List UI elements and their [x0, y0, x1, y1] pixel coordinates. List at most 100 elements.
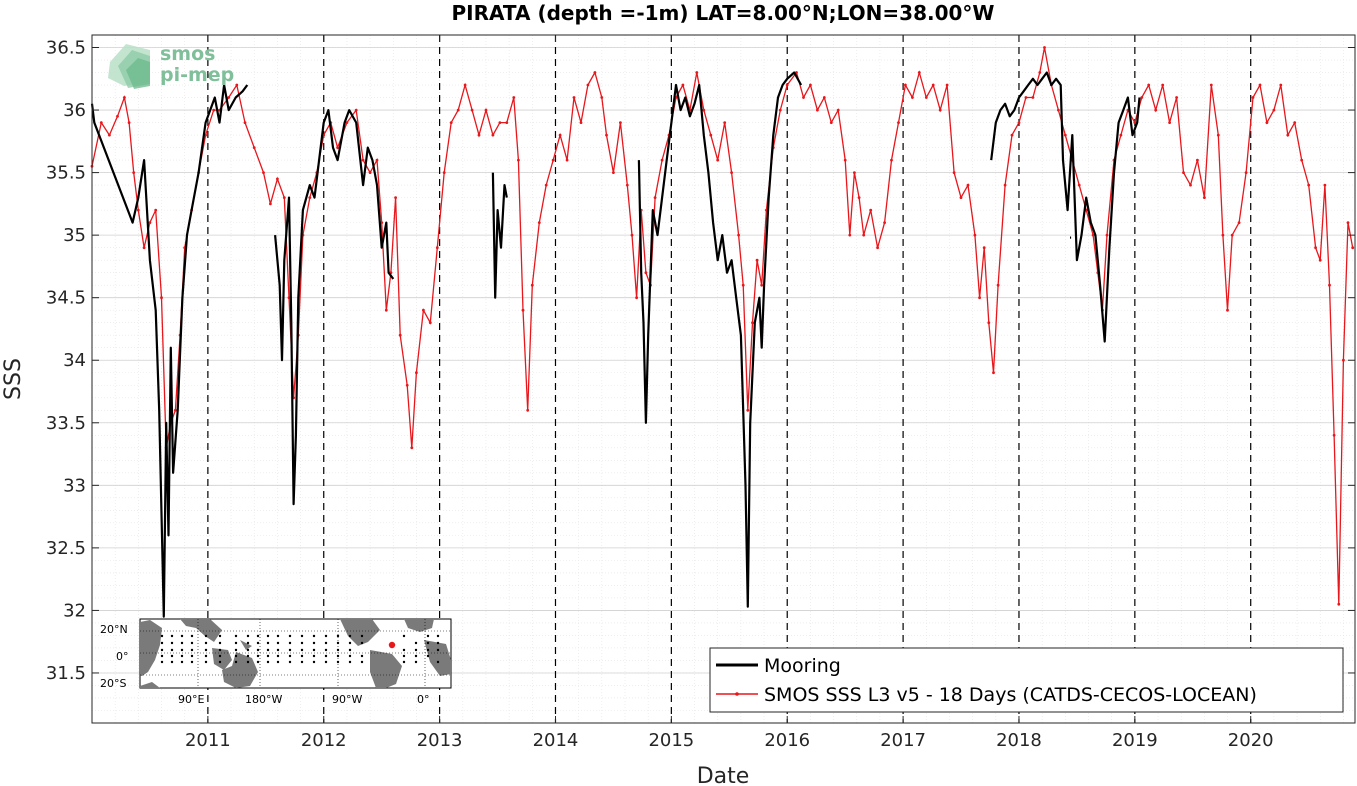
series-line-mooring-segment-2	[491, 172, 508, 299]
smos-point	[996, 283, 1000, 287]
smos-point	[1286, 133, 1290, 137]
inset-buoy	[312, 634, 316, 638]
smos-point	[1328, 283, 1331, 287]
smos-point	[375, 158, 379, 162]
smos-point	[625, 183, 629, 187]
inset-buoy	[170, 648, 174, 652]
smos-point	[612, 171, 615, 175]
smos-point	[987, 321, 991, 325]
smos-point	[1063, 133, 1067, 137]
smos-point	[760, 283, 764, 287]
x-tick-label-2017: 2017	[880, 730, 926, 751]
smos-point	[586, 83, 590, 87]
inset-buoy	[300, 648, 304, 652]
x-tick-label-2015: 2015	[648, 730, 694, 751]
inset-buoy	[190, 634, 194, 638]
smos-point	[1147, 83, 1151, 87]
inset-buoy	[324, 634, 328, 638]
smos-point	[1196, 158, 1199, 162]
y-tick-label-35: 35	[63, 225, 86, 246]
inset-buoy	[276, 634, 280, 638]
inset-gridlines	[140, 619, 451, 688]
inset-buoy	[180, 634, 184, 638]
smos-point	[498, 121, 502, 124]
smos-point	[282, 196, 286, 200]
y-tick-label-36.5: 36.5	[46, 38, 86, 59]
smos-point	[544, 183, 548, 187]
inset-buoy	[256, 654, 260, 658]
smos-point	[1119, 133, 1123, 137]
inset-buoy	[204, 641, 208, 645]
smos-point	[973, 233, 977, 237]
inset-buoy	[170, 660, 174, 664]
inset-buoy	[324, 648, 328, 652]
smos-point	[484, 108, 488, 112]
inset-buoy	[204, 660, 208, 664]
smos-point	[1251, 96, 1255, 99]
inset-buoy	[288, 634, 292, 638]
inset-selected-mooring-marker	[388, 641, 396, 649]
smos-point	[308, 196, 312, 200]
smos-point	[428, 321, 432, 325]
legend-label-smos: SMOS SSS L3 v5 - 18 Days (CATDS-CECOS-LO…	[764, 684, 1257, 706]
smos-point	[345, 121, 349, 124]
smos-point	[924, 96, 928, 99]
smos-point	[1182, 171, 1185, 175]
smos-point	[477, 133, 481, 137]
inset-buoy	[300, 634, 304, 638]
smos-point	[593, 71, 597, 74]
legend-marker-smos	[735, 692, 739, 696]
smos-point	[537, 221, 541, 225]
smos-point	[741, 283, 745, 287]
x-tick-labels: 2011 2012 2013 2014 2015 2016 2017 2018 2019 2020	[185, 730, 1274, 751]
smos-point	[361, 158, 365, 162]
inset-buoy	[266, 648, 270, 652]
smos-point	[1133, 121, 1137, 124]
y-tick-label-36: 36	[63, 100, 86, 121]
smos-point	[1057, 108, 1060, 112]
smos-point	[142, 246, 146, 250]
y-tick-label-32.5: 32.5	[46, 538, 86, 559]
smos-point	[435, 246, 439, 250]
smos-point	[630, 233, 634, 237]
smos-point	[1031, 96, 1035, 99]
smos-point	[1307, 183, 1311, 187]
smos-point	[1272, 108, 1276, 112]
smos-point	[410, 446, 414, 450]
smos-point	[802, 96, 805, 99]
inset-buoy	[180, 660, 184, 664]
smos-point	[148, 221, 152, 225]
x-tick-label-2020: 2020	[1228, 730, 1274, 751]
inset-buoy	[348, 641, 352, 645]
smos-point	[1140, 96, 1144, 99]
smos-point	[938, 108, 942, 112]
smos-point	[116, 114, 119, 118]
smos-point	[1342, 358, 1345, 362]
smos-point	[512, 96, 516, 99]
y-tick-label-35.5: 35.5	[46, 163, 86, 184]
inset-buoy	[426, 654, 430, 658]
inset-buoy	[234, 641, 238, 645]
inset-buoy	[190, 660, 194, 664]
inset-buoy	[246, 654, 250, 658]
smos-point	[1265, 121, 1269, 124]
series-line-smos	[91, 47, 1354, 605]
inset-buoy	[402, 648, 406, 652]
smos-point	[123, 96, 126, 99]
smos-point	[876, 246, 879, 250]
smos-point	[517, 158, 520, 162]
smos-point	[1154, 108, 1158, 112]
plot-frame	[91, 34, 1356, 724]
smos-point	[952, 171, 956, 175]
inset-lat-label-20s: 20°S	[100, 677, 126, 690]
smos-point	[653, 196, 657, 200]
smos-point	[883, 221, 886, 225]
smos-point	[695, 71, 699, 74]
inset-buoy	[160, 654, 164, 658]
inset-buoy	[336, 660, 340, 664]
inset-buoy	[160, 634, 164, 638]
inset-buoy	[402, 654, 406, 658]
inset-buoy	[426, 641, 430, 645]
smos-point	[843, 158, 847, 162]
smos-point	[982, 246, 986, 250]
